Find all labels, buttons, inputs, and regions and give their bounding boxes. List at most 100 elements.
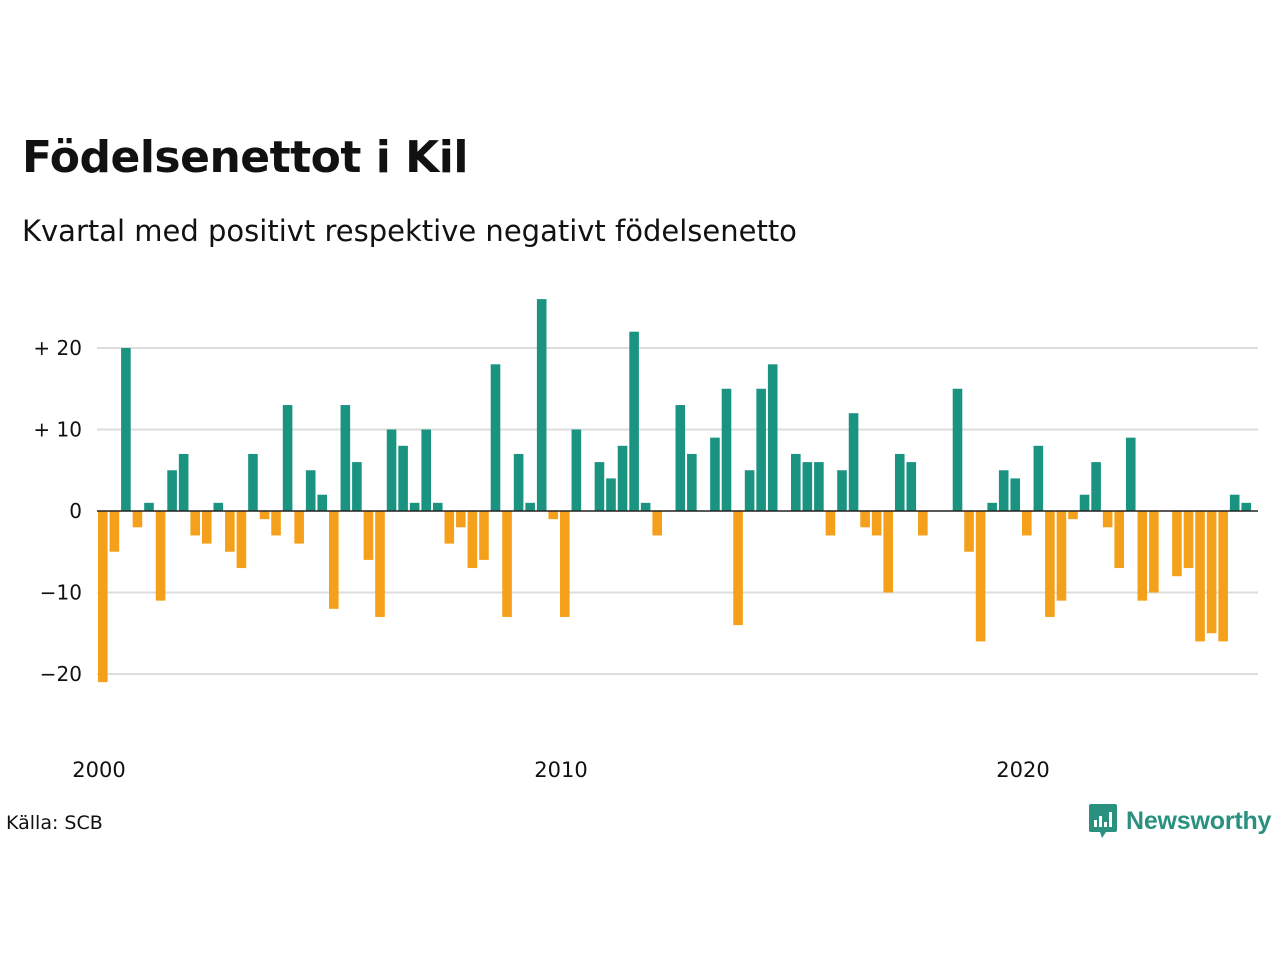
brand-logo: Newsworthy (1088, 803, 1271, 839)
bar (883, 511, 893, 593)
bar (791, 453, 801, 511)
bar (490, 364, 501, 511)
bar (860, 511, 870, 528)
bar (398, 445, 408, 511)
bar (513, 453, 524, 511)
bar (710, 437, 720, 511)
bar (98, 511, 108, 683)
bar (560, 511, 570, 617)
bar (1218, 511, 1228, 642)
bar (802, 462, 813, 511)
bar (536, 299, 547, 511)
bar (1091, 462, 1101, 511)
chart-title: Födelsenettot i Kil (22, 132, 468, 183)
bar (1229, 494, 1240, 511)
bar (1241, 502, 1252, 511)
bar (282, 405, 293, 511)
bar (421, 429, 431, 511)
bar (502, 511, 512, 617)
bar (571, 429, 582, 511)
y-tick-label: −20 (40, 662, 82, 686)
bar (998, 470, 1009, 511)
bar (906, 462, 917, 511)
bar (1149, 511, 1159, 593)
bar (479, 511, 489, 560)
bar (1079, 494, 1090, 511)
bar (1010, 478, 1021, 511)
bar (525, 502, 535, 511)
bar (617, 445, 628, 511)
bar (259, 511, 270, 520)
bar (109, 511, 120, 552)
x-tick-label: 2000 (72, 758, 125, 782)
bar (132, 511, 143, 528)
bar (825, 511, 836, 536)
bar (305, 470, 316, 511)
bar (363, 511, 374, 560)
bar (629, 331, 639, 511)
bar (1102, 511, 1113, 528)
bar (409, 502, 420, 511)
bar (894, 453, 905, 511)
bar (1195, 511, 1205, 642)
x-tick-label: 2010 (534, 758, 587, 782)
bar (767, 364, 778, 511)
bar (848, 413, 859, 511)
chart-subtitle: Kvartal med positivt respektive negativt… (22, 214, 797, 248)
bar (652, 511, 662, 536)
bar (687, 453, 697, 511)
bar (456, 511, 466, 528)
bar (467, 511, 478, 569)
bar (201, 511, 212, 544)
bar (225, 511, 235, 552)
y-tick-label: 0 (69, 499, 82, 523)
bar (167, 470, 177, 511)
bar (271, 511, 281, 536)
bar (1125, 437, 1136, 511)
y-tick-label: −10 (40, 581, 82, 605)
bar (1183, 511, 1194, 569)
bar (444, 511, 455, 544)
bar (837, 470, 847, 511)
brand-name: Newsworthy (1126, 806, 1272, 835)
x-tick-label: 2020 (996, 758, 1049, 782)
bar (329, 511, 339, 609)
bar (548, 511, 559, 520)
bar (155, 511, 166, 601)
bar (352, 462, 362, 511)
bar (144, 502, 154, 511)
bar-chart: + 20 + 10 0 −10 −20 2000 2010 2020 (33, 299, 1258, 782)
bar (1068, 511, 1078, 520)
bar (987, 502, 997, 511)
y-tick-label: + 20 (33, 336, 82, 360)
bar (1022, 511, 1032, 536)
y-tick-label: + 10 (33, 418, 82, 442)
bar (178, 453, 189, 511)
bar (744, 470, 755, 511)
bar (317, 494, 328, 511)
bar (248, 453, 258, 511)
bar (814, 462, 824, 511)
bar (1045, 511, 1055, 617)
bar (964, 511, 974, 552)
bar (952, 388, 963, 511)
source-label: Källa: SCB (6, 812, 103, 834)
bar (1114, 511, 1124, 569)
bar (640, 502, 651, 511)
bar (675, 405, 686, 511)
bar (1033, 445, 1044, 511)
bar (340, 405, 351, 511)
bar (721, 388, 732, 511)
bar (1206, 511, 1217, 634)
bar (918, 511, 928, 536)
bar (236, 511, 247, 569)
bar (294, 511, 304, 544)
bar (606, 478, 616, 511)
bar (733, 511, 743, 626)
bar (756, 388, 766, 511)
bar (190, 511, 200, 536)
bar (386, 429, 397, 511)
bar (871, 511, 882, 536)
bar (1137, 511, 1148, 601)
bar (594, 462, 605, 511)
